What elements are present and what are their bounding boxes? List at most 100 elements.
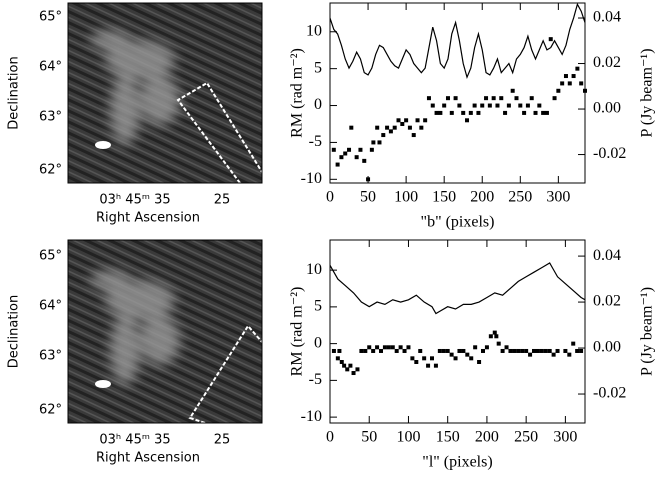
y2-tick-label: 0.00 bbox=[593, 339, 621, 356]
dec-tick-label: 63° bbox=[39, 110, 62, 125]
rm-point bbox=[381, 133, 386, 138]
rm-point bbox=[476, 110, 481, 115]
rm-point bbox=[567, 81, 572, 86]
rm-point bbox=[484, 345, 489, 350]
rm-point bbox=[539, 348, 544, 353]
y-tick-label: 5 bbox=[314, 298, 322, 315]
rm-point bbox=[480, 103, 485, 108]
rm-point bbox=[348, 363, 353, 368]
rm-point bbox=[457, 103, 462, 108]
rm-point bbox=[548, 37, 553, 42]
rm-point bbox=[419, 125, 424, 130]
rm-point bbox=[571, 341, 576, 346]
rm-point bbox=[469, 356, 474, 361]
x-axis-label: "b" (pixels) bbox=[421, 214, 495, 231]
x-tick-label: 200 bbox=[475, 429, 499, 446]
rm-point bbox=[390, 345, 395, 350]
plot-frame bbox=[329, 2, 586, 184]
rm-point bbox=[563, 74, 568, 79]
p-line bbox=[329, 262, 586, 315]
y-tick-label: -5 bbox=[309, 133, 322, 150]
dec-tick-label: 63° bbox=[39, 349, 62, 364]
rm-point bbox=[359, 348, 364, 353]
rm-point bbox=[552, 96, 557, 101]
x-tick-label: 150 bbox=[432, 189, 456, 206]
rm-point bbox=[430, 356, 434, 361]
rm-point bbox=[563, 348, 568, 353]
y2-axis-label: P (Jy beam⁻¹) bbox=[639, 48, 656, 137]
rm-point bbox=[355, 367, 360, 372]
y-tick-label: 10 bbox=[306, 22, 322, 39]
y2-tick-label: 0.02 bbox=[593, 293, 621, 310]
rm-point bbox=[556, 88, 561, 93]
x-tick-label: 100 bbox=[396, 429, 420, 446]
plot-frame bbox=[329, 239, 586, 424]
x-tick-label: 300 bbox=[553, 429, 577, 446]
y-axis-label: RM (rad m⁻²) bbox=[289, 287, 306, 377]
rm-point bbox=[445, 348, 450, 353]
rm-point bbox=[571, 74, 576, 79]
rm-point bbox=[528, 352, 533, 357]
rm-point bbox=[533, 110, 538, 115]
rm-point bbox=[407, 125, 412, 130]
rm-point bbox=[441, 348, 446, 353]
rm-point bbox=[495, 103, 500, 108]
rm-point bbox=[331, 147, 336, 152]
rm-point bbox=[508, 348, 513, 353]
rm-point bbox=[500, 348, 505, 353]
dec-tick-label: 64° bbox=[39, 299, 62, 314]
y2-tick-label: 0.04 bbox=[593, 9, 621, 26]
rm-point bbox=[414, 360, 419, 364]
y-tick-label: -5 bbox=[309, 371, 322, 388]
x-tick-label: 50 bbox=[360, 189, 376, 206]
y2-tick-label: 0.00 bbox=[593, 100, 621, 117]
dec-axis-label: Declination bbox=[7, 56, 22, 130]
y-axis-label: RM (rad m⁻²) bbox=[289, 48, 306, 138]
rm-point bbox=[396, 118, 401, 123]
rm-point bbox=[430, 103, 435, 108]
dec-tick-label: 65° bbox=[39, 10, 62, 25]
rm-point bbox=[335, 356, 340, 361]
rm-point bbox=[411, 133, 416, 138]
x-tick-label: 0 bbox=[326, 429, 334, 446]
rm-point bbox=[426, 363, 431, 368]
rm-point bbox=[335, 162, 340, 167]
rm-point bbox=[382, 345, 387, 350]
rm-point bbox=[392, 125, 397, 130]
rm-point bbox=[520, 348, 525, 353]
ra-tick-label: 03ʰ 45ᵐ 35 bbox=[99, 193, 170, 208]
rm-point bbox=[343, 151, 348, 156]
rm-point bbox=[369, 147, 374, 152]
rm-point bbox=[339, 360, 344, 364]
rm-point bbox=[437, 348, 442, 353]
y2-tick-label: 0.04 bbox=[593, 247, 621, 264]
rm-point bbox=[453, 96, 458, 101]
sky-image-bottom bbox=[67, 239, 263, 424]
rm-point bbox=[465, 352, 470, 357]
rm-point bbox=[567, 352, 572, 357]
rm-point bbox=[354, 155, 359, 160]
rm-point bbox=[347, 147, 352, 152]
x-tick-label: 250 bbox=[508, 189, 532, 206]
y2-axis-label: P (Jy beam⁻¹) bbox=[639, 287, 656, 376]
rm-point bbox=[484, 96, 489, 101]
rm-point bbox=[404, 118, 409, 123]
rm-point bbox=[525, 103, 530, 108]
dec-axis-label: Declination bbox=[7, 295, 22, 369]
x-axis-label: "l" (pixels) bbox=[422, 454, 492, 471]
rm-point bbox=[337, 348, 342, 353]
rm-point bbox=[575, 66, 580, 71]
rm-point bbox=[362, 158, 367, 163]
rm-point bbox=[388, 129, 393, 134]
rm-point bbox=[386, 345, 391, 350]
rm-point bbox=[583, 88, 587, 93]
y-tick-label: 0 bbox=[314, 96, 322, 113]
rm-point bbox=[524, 348, 529, 353]
rm-point bbox=[402, 348, 407, 353]
rm-point bbox=[496, 341, 501, 346]
rm-point bbox=[345, 367, 350, 372]
rm-point bbox=[555, 348, 560, 353]
rm-point bbox=[339, 155, 344, 160]
rm-point bbox=[529, 96, 534, 101]
p-line bbox=[329, 2, 586, 80]
